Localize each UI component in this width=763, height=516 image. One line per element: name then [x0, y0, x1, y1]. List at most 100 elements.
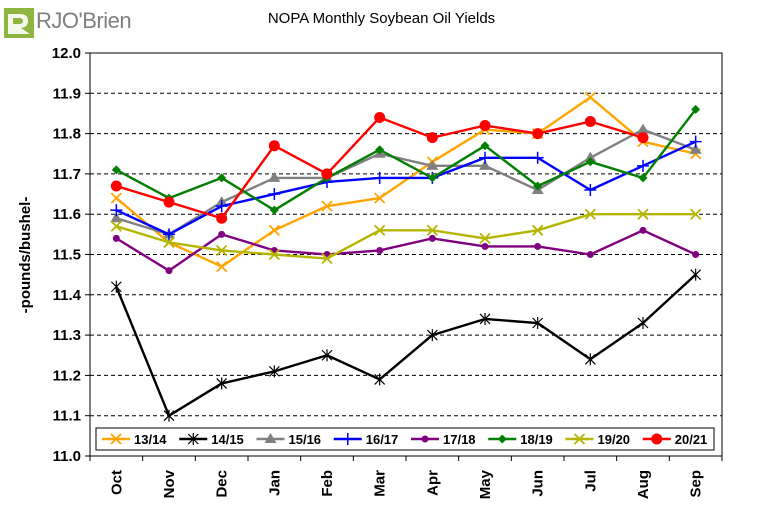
data-point	[268, 188, 281, 201]
y-tick-label: 11.7	[53, 166, 81, 183]
data-point	[426, 159, 439, 170]
x-tick-label: Apr	[424, 470, 441, 496]
axis-ticks: 11.0 11.1 11.2 11.3 11.4 11.5 11.6 11.7 11.8 11.9…	[52, 45, 723, 499]
y-tick-label: 11.8	[53, 126, 81, 143]
series-line	[115, 128, 697, 236]
data-point	[374, 224, 386, 236]
legend: 13/14 14/15 15/16 16/17 17/18 18/19 19/20 20/21	[95, 427, 715, 451]
data-point	[531, 151, 544, 164]
data-point	[110, 280, 122, 293]
y-tick-label: 11.0	[53, 448, 81, 465]
data-point	[374, 111, 386, 123]
data-point	[428, 234, 436, 242]
data-point	[163, 228, 175, 241]
data-point	[111, 165, 121, 175]
series-17-18	[112, 226, 700, 275]
legend-marker	[341, 433, 354, 445]
data-point	[584, 116, 596, 128]
data-point	[218, 230, 226, 238]
legend-item: 13/14	[102, 432, 167, 447]
data-point	[479, 151, 491, 164]
data-point	[216, 260, 228, 273]
y-tick-label: 11.2	[53, 367, 81, 384]
legend-item: 20/21	[642, 432, 708, 447]
data-point	[268, 224, 280, 236]
x-tick-label: Aug	[635, 470, 652, 499]
data-point	[110, 220, 122, 232]
data-point	[321, 252, 333, 265]
series-line	[115, 212, 696, 260]
data-point	[376, 246, 384, 254]
data-point	[110, 192, 122, 204]
data-point	[690, 208, 702, 220]
brand-logo: RJO'Brien	[4, 6, 154, 40]
data-point	[375, 145, 385, 155]
series-lines	[110, 91, 702, 422]
x-tick-label: May	[477, 469, 494, 499]
x-tick-label: Jul	[582, 470, 599, 492]
legend-label: 16/17	[366, 432, 399, 447]
data-point	[110, 204, 123, 217]
data-point	[534, 242, 542, 250]
legend-item: 17/18	[411, 432, 476, 447]
data-point	[584, 208, 596, 220]
x-tick-label: Oct	[108, 470, 125, 495]
data-point	[586, 251, 594, 258]
y-axis-label: -pounds/bushel-	[17, 197, 34, 314]
legend-item: 19/20	[565, 432, 631, 447]
legend-item: 16/17	[333, 432, 399, 447]
data-point	[533, 181, 543, 191]
y-tick-label: 11.9	[53, 85, 81, 102]
data-point	[637, 132, 649, 144]
data-point	[690, 268, 702, 281]
legend-box	[95, 427, 715, 451]
legend-label: 20/21	[675, 432, 708, 447]
data-point	[584, 151, 597, 162]
data-point	[268, 140, 280, 152]
data-point	[532, 224, 544, 236]
data-point	[426, 224, 438, 236]
brand-name: RJO'Brien	[36, 8, 132, 33]
legend-marker	[187, 433, 199, 445]
brand-emblem-icon	[4, 8, 34, 38]
legend-item: 14/15	[179, 432, 244, 447]
data-point	[321, 200, 333, 212]
data-point	[269, 205, 279, 215]
data-point	[374, 373, 386, 386]
y-tick-label: 12.0	[52, 45, 81, 62]
x-tick-label: Nov	[161, 469, 178, 498]
data-point	[479, 159, 491, 170]
data-point	[268, 365, 280, 378]
x-tick-label: Feb	[319, 470, 336, 497]
data-point	[163, 409, 175, 422]
data-point	[692, 251, 700, 258]
data-point	[112, 234, 120, 242]
data-point	[637, 159, 649, 172]
series-14-15	[110, 268, 702, 422]
data-point	[268, 248, 280, 261]
data-point	[110, 180, 122, 192]
series-line	[115, 229, 697, 272]
data-point	[637, 123, 649, 134]
data-point	[689, 143, 702, 154]
data-point	[584, 353, 596, 366]
legend-label: 13/14	[134, 432, 167, 447]
series-line	[115, 140, 697, 236]
data-point	[584, 91, 596, 103]
legend-label: 19/20	[598, 432, 631, 447]
series-18-19	[111, 104, 701, 215]
data-point	[163, 196, 175, 208]
data-point	[479, 232, 491, 245]
y-tick-label: 11.1	[53, 408, 81, 425]
y-tick-label: 11.3	[53, 327, 81, 344]
x-tick-label: Sep	[688, 470, 705, 498]
series-19-20	[110, 208, 702, 265]
data-point	[165, 267, 173, 275]
data-point	[110, 212, 123, 223]
legend-label: 17/18	[443, 432, 476, 447]
series-20-21	[110, 111, 649, 224]
legend-marker	[651, 433, 663, 445]
data-point	[532, 317, 544, 330]
